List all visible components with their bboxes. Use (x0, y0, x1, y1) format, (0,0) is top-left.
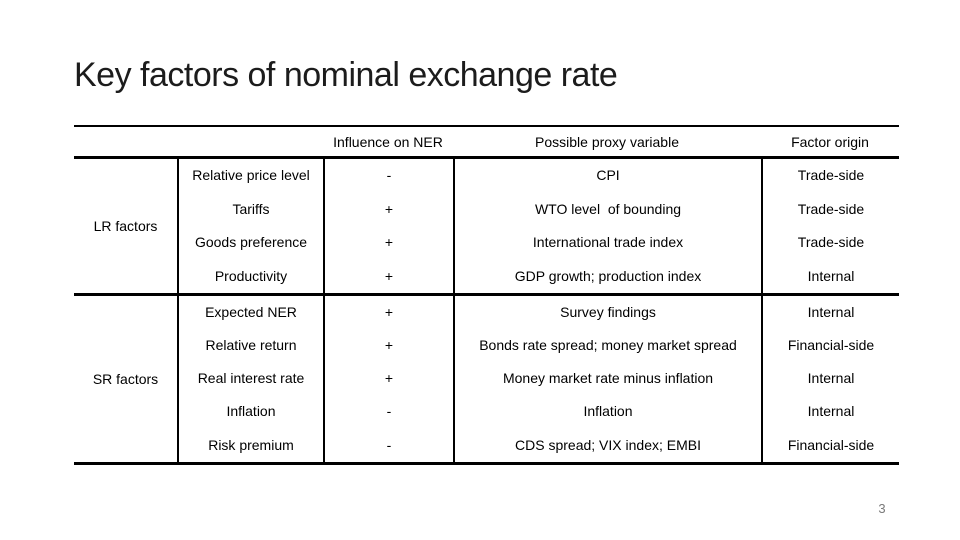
factor-cell: Expected NER (177, 296, 323, 330)
proxy-cell: Bonds rate spread; money market spread (453, 329, 761, 363)
origin-cell: Trade-side (761, 226, 899, 260)
group-label-sr: SR factors (92, 370, 159, 387)
proxy-cell: WTO level of bounding (453, 192, 761, 226)
proxy-cell: GDP growth; production index (453, 259, 761, 293)
origin-cell: Financial-side (761, 329, 899, 363)
influence-cell: + (323, 192, 453, 226)
influence-cell: + (323, 226, 453, 260)
factor-cell: Risk premium (177, 428, 323, 462)
origin-cell: Internal (761, 395, 899, 429)
proxy-cell: International trade index (453, 226, 761, 260)
influence-cell: + (323, 259, 453, 293)
influence-cell: - (323, 395, 453, 429)
group-label-lr: LR factors (93, 218, 158, 234)
proxy-cell: Survey findings (453, 296, 761, 330)
factor-cell: Relative return (177, 329, 323, 363)
table-header-row: Influence on NER Possible proxy variable… (74, 127, 899, 159)
table-section-sr-factors: SR factors Expected NER + Survey finding… (74, 296, 899, 465)
col-header-proxy: Possible proxy variable (535, 133, 679, 150)
factor-cell: Goods preference (177, 226, 323, 260)
influence-cell: - (323, 428, 453, 462)
influence-cell: - (323, 159, 453, 193)
page-number: 3 (878, 501, 886, 516)
proxy-cell: Money market rate minus inflation (453, 362, 761, 396)
influence-cell: + (323, 362, 453, 396)
col-header-origin: Factor origin (791, 133, 869, 150)
factor-cell: Tariffs (177, 192, 323, 226)
factor-cell: Relative price level (177, 159, 323, 193)
origin-cell: Internal (761, 296, 899, 330)
influence-cell: + (323, 329, 453, 363)
proxy-cell: Inflation (453, 395, 761, 429)
col-header-influence: Influence on NER (333, 133, 443, 150)
origin-cell: Internal (761, 259, 899, 293)
key-factors-table: Influence on NER Possible proxy variable… (74, 125, 899, 465)
origin-cell: Trade-side (761, 192, 899, 226)
factor-cell: Real interest rate (177, 362, 323, 396)
factor-cell: Inflation (177, 395, 323, 429)
origin-cell: Financial-side (761, 428, 899, 462)
slide-title: Key factors of nominal exchange rate (74, 56, 618, 94)
influence-cell: + (323, 296, 453, 330)
proxy-cell: CDS spread; VIX index; EMBI (453, 428, 761, 462)
proxy-cell: CPI (453, 159, 761, 193)
table-section-lr-factors: LR factors Relative price level - CPI Tr… (74, 159, 899, 296)
origin-cell: Trade-side (761, 159, 899, 193)
factor-cell: Productivity (177, 259, 323, 293)
origin-cell: Internal (761, 362, 899, 396)
